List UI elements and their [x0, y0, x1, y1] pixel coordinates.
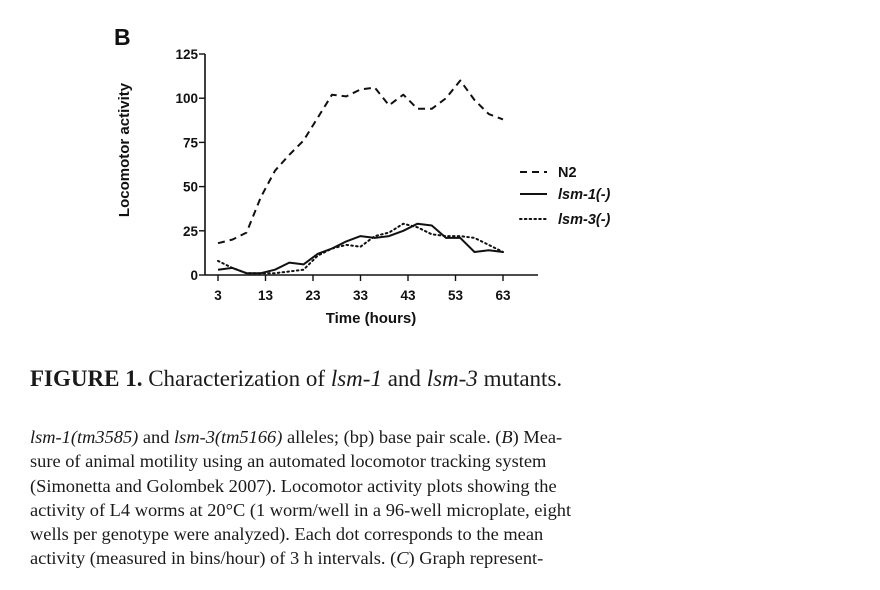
locomotor-activity-chart: B Locomotor activity 0 25 50 75 100 125 3 13 23…: [114, 24, 611, 327]
y-tick-label: 0: [190, 268, 198, 283]
y-tick-label: 50: [183, 180, 198, 195]
panel-label: B: [114, 24, 131, 50]
x-axis: 3 13 23 33 43 53 63: [205, 274, 538, 303]
caption-text: B: [501, 427, 513, 447]
x-tick-label: 63: [495, 288, 511, 303]
x-tick-label: 3: [214, 288, 222, 303]
caption-text: alleles; (bp) base pair scale. (: [282, 427, 502, 447]
x-tick-label: 13: [258, 288, 274, 303]
legend-label: lsm-3(-): [558, 212, 611, 228]
y-axis-label: Locomotor activity: [116, 82, 133, 217]
x-tick-label: 43: [400, 288, 416, 303]
y-tick-label: 75: [183, 135, 199, 150]
series-line-1: [217, 79, 504, 245]
caption-line: lsm-1(tm3585) and lsm-3(tm5166) alleles;…: [30, 425, 670, 449]
figure-title-gene: lsm-3: [426, 366, 478, 391]
series-line-3: [217, 222, 504, 275]
y-tick-label: 125: [175, 47, 198, 62]
figure-title-text: Characterization of: [142, 366, 331, 391]
x-tick-label: 33: [353, 288, 369, 303]
y-tick-label: 25: [183, 224, 199, 239]
figure-title-text: and: [381, 366, 427, 391]
caption-text: activity (measured in bins/hour) of 3 h …: [30, 548, 397, 569]
caption-text: sure of animal motility using an automat…: [30, 451, 547, 472]
figure-title-text: mutants.: [477, 366, 563, 391]
caption-text: (Simonetta and Golombek 2007). Locomotor…: [30, 475, 557, 496]
caption-text: wells per genotype were analyzed). Each …: [30, 524, 544, 545]
series-line-2: [217, 222, 504, 275]
figure-number: FIGURE 1.: [30, 366, 143, 391]
y-axis: 0 25 50 75 100 125: [175, 47, 206, 283]
caption-text: activity of L4 worms at 20°C (1 worm/wel…: [30, 499, 572, 520]
caption-text: ) Graph represent-: [408, 548, 544, 569]
x-tick-label: 53: [448, 288, 464, 303]
figure-caption: lsm-1(tm3585) and lsm-3(tm5166) alleles;…: [30, 425, 670, 571]
caption-line: activity (measured in bins/hour) of 3 h …: [30, 546, 670, 570]
legend: N2 lsm-1(-) lsm-3(-): [519, 165, 611, 228]
caption-line: (Simonetta and Golombek 2007). Locomotor…: [30, 474, 670, 498]
caption-text: and: [138, 427, 175, 447]
figure-title: FIGURE 1. Characterization of lsm-1 and …: [30, 366, 870, 392]
series-lines: [217, 79, 504, 275]
x-axis-label: Time (hours): [326, 310, 417, 327]
caption-text: lsm-1(tm3585): [30, 427, 139, 447]
caption-text: ) Mea-: [512, 427, 563, 447]
caption-line: sure of animal motility using an automat…: [30, 449, 670, 473]
caption-line: activity of L4 worms at 20°C (1 worm/wel…: [30, 498, 670, 522]
figure-title-gene: lsm-1: [330, 366, 382, 391]
x-tick-label: 23: [305, 288, 321, 303]
caption-text: lsm-3(tm5166): [174, 427, 283, 447]
y-tick-label: 100: [175, 91, 198, 106]
legend-label: lsm-1(-): [558, 187, 611, 203]
caption-line: wells per genotype were analyzed). Each …: [30, 522, 670, 546]
caption-text: C: [396, 548, 409, 569]
legend-label: N2: [558, 165, 577, 181]
